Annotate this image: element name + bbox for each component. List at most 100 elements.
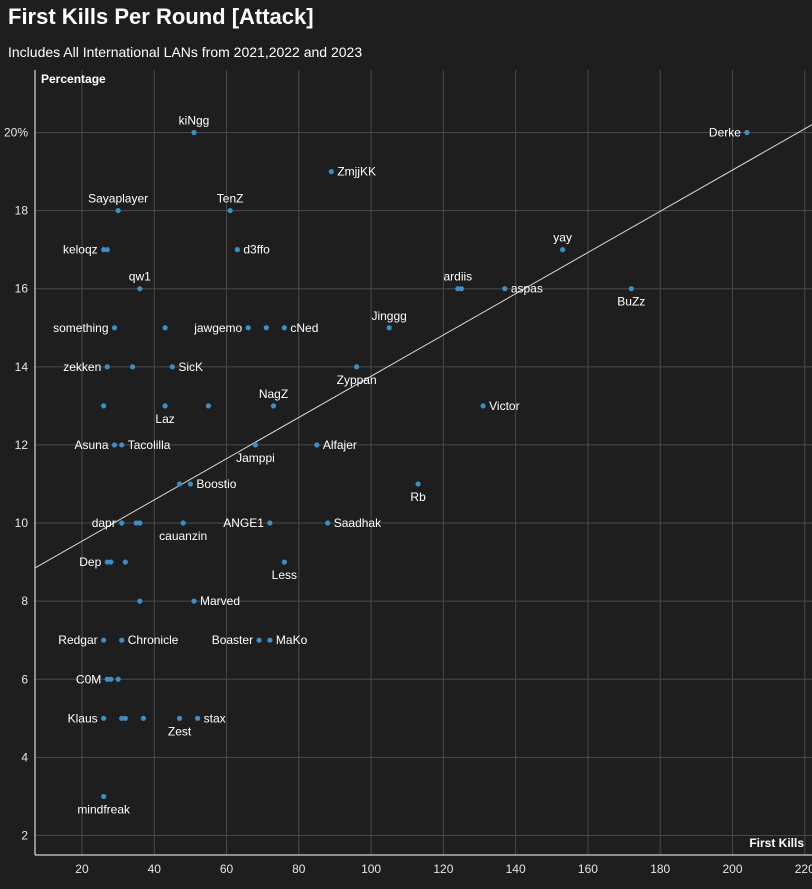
data-point bbox=[234, 247, 240, 253]
point-label: cauanzin bbox=[159, 529, 207, 543]
y-tick-label: 8 bbox=[21, 594, 28, 608]
point-label: Tacolilla bbox=[128, 438, 171, 452]
data-point bbox=[104, 559, 110, 565]
data-point bbox=[560, 247, 566, 253]
point-label: TenZ bbox=[217, 192, 244, 206]
data-point bbox=[180, 520, 186, 526]
point-label: Sayaplayer bbox=[88, 192, 148, 206]
point-label: Saadhak bbox=[334, 516, 382, 530]
data-point bbox=[191, 598, 197, 604]
x-tick-label: 120 bbox=[433, 862, 453, 876]
data-point bbox=[104, 247, 110, 253]
data-point bbox=[502, 286, 508, 292]
x-tick-label: 200 bbox=[722, 862, 742, 876]
data-point bbox=[415, 481, 421, 487]
data-point bbox=[267, 637, 273, 643]
trendline-layer bbox=[34, 124, 812, 569]
data-point bbox=[176, 481, 183, 487]
x-tick-label: 80 bbox=[292, 862, 306, 876]
point-label: NagZ bbox=[259, 387, 288, 401]
y-tick-label: 10 bbox=[15, 516, 29, 530]
data-point bbox=[176, 715, 183, 721]
y-tick-label: 4 bbox=[21, 750, 28, 764]
x-tick-label: 220 bbox=[795, 862, 812, 876]
trendline bbox=[34, 124, 812, 569]
point-label: zekken bbox=[63, 360, 101, 374]
data-point bbox=[281, 325, 287, 331]
point-label: Marved bbox=[200, 594, 240, 608]
point-label: yay bbox=[553, 231, 572, 245]
data-point bbox=[119, 520, 125, 526]
data-point bbox=[386, 325, 392, 331]
data-point bbox=[256, 637, 262, 643]
data-point bbox=[187, 481, 193, 487]
data-point bbox=[162, 403, 168, 409]
data-point bbox=[111, 325, 118, 331]
axes: 20 40 60 80 100 120 140 160 180 200 220 2 4 6 8 10 12 14 1… bbox=[4, 70, 812, 876]
data-point bbox=[122, 559, 128, 565]
data-point bbox=[108, 676, 114, 682]
y-tick-label: 14 bbox=[15, 360, 29, 374]
data-point bbox=[137, 598, 143, 604]
data-point bbox=[263, 325, 269, 331]
data-point bbox=[252, 442, 259, 448]
data-point bbox=[205, 403, 212, 409]
data-point bbox=[140, 715, 147, 721]
point-label: Rb bbox=[410, 490, 426, 504]
data-point bbox=[354, 364, 360, 370]
data-point bbox=[267, 520, 273, 526]
x-tick-label: 140 bbox=[506, 862, 526, 876]
data-point bbox=[325, 520, 331, 526]
data-point bbox=[122, 715, 128, 721]
point-label: Zyppan bbox=[337, 373, 377, 387]
data-points bbox=[101, 129, 750, 800]
point-label: cNed bbox=[290, 321, 318, 335]
point-label: aspas bbox=[511, 282, 543, 296]
point-label: Victor bbox=[489, 399, 519, 413]
data-point bbox=[281, 559, 287, 565]
data-point bbox=[162, 325, 168, 331]
data-point bbox=[133, 520, 139, 526]
point-labels: kiNgg Derke ZmjjKK Sayaplayer TenZ keloqz d3ff… bbox=[53, 113, 741, 816]
data-point bbox=[195, 715, 201, 721]
y-tick-label: 12 bbox=[15, 438, 29, 452]
data-point bbox=[314, 442, 320, 448]
data-point bbox=[628, 286, 634, 292]
y-tick-label: 16 bbox=[15, 282, 29, 296]
chart-subtitle: Includes All International LANs from 202… bbox=[8, 44, 363, 60]
data-point bbox=[137, 286, 143, 292]
data-point bbox=[115, 676, 121, 682]
data-point bbox=[227, 207, 233, 214]
data-point bbox=[245, 325, 251, 331]
data-point bbox=[101, 403, 107, 409]
point-label: Redgar bbox=[58, 633, 97, 647]
x-tick-label: 40 bbox=[148, 862, 162, 876]
data-point bbox=[104, 364, 110, 370]
point-label: Laz bbox=[155, 412, 174, 426]
point-label: Less bbox=[272, 568, 297, 582]
data-point bbox=[744, 129, 750, 136]
point-label: Boostio bbox=[196, 477, 236, 491]
y-tick-label: 20% bbox=[4, 125, 28, 139]
data-point bbox=[191, 129, 197, 136]
point-label: Asuna bbox=[74, 438, 108, 452]
data-point bbox=[119, 715, 125, 721]
x-axis-title: First Kills bbox=[749, 836, 804, 850]
point-label: Boaster bbox=[212, 633, 253, 647]
point-label: Chronicle bbox=[128, 633, 179, 647]
data-point bbox=[101, 247, 107, 253]
point-label: ardiis bbox=[443, 270, 472, 284]
point-label: mindfreak bbox=[77, 802, 131, 816]
point-label: jawgemo bbox=[193, 321, 242, 335]
data-point bbox=[119, 637, 125, 643]
point-label: Dep bbox=[79, 555, 101, 569]
grid-lines bbox=[35, 70, 812, 855]
data-point bbox=[455, 286, 461, 292]
data-point bbox=[115, 207, 121, 214]
point-label: kiNgg bbox=[179, 113, 210, 127]
data-point bbox=[101, 793, 107, 800]
point-label: Jinggg bbox=[371, 309, 406, 323]
data-point bbox=[119, 442, 125, 448]
x-tick-label: 60 bbox=[220, 862, 234, 876]
data-point bbox=[108, 559, 114, 565]
